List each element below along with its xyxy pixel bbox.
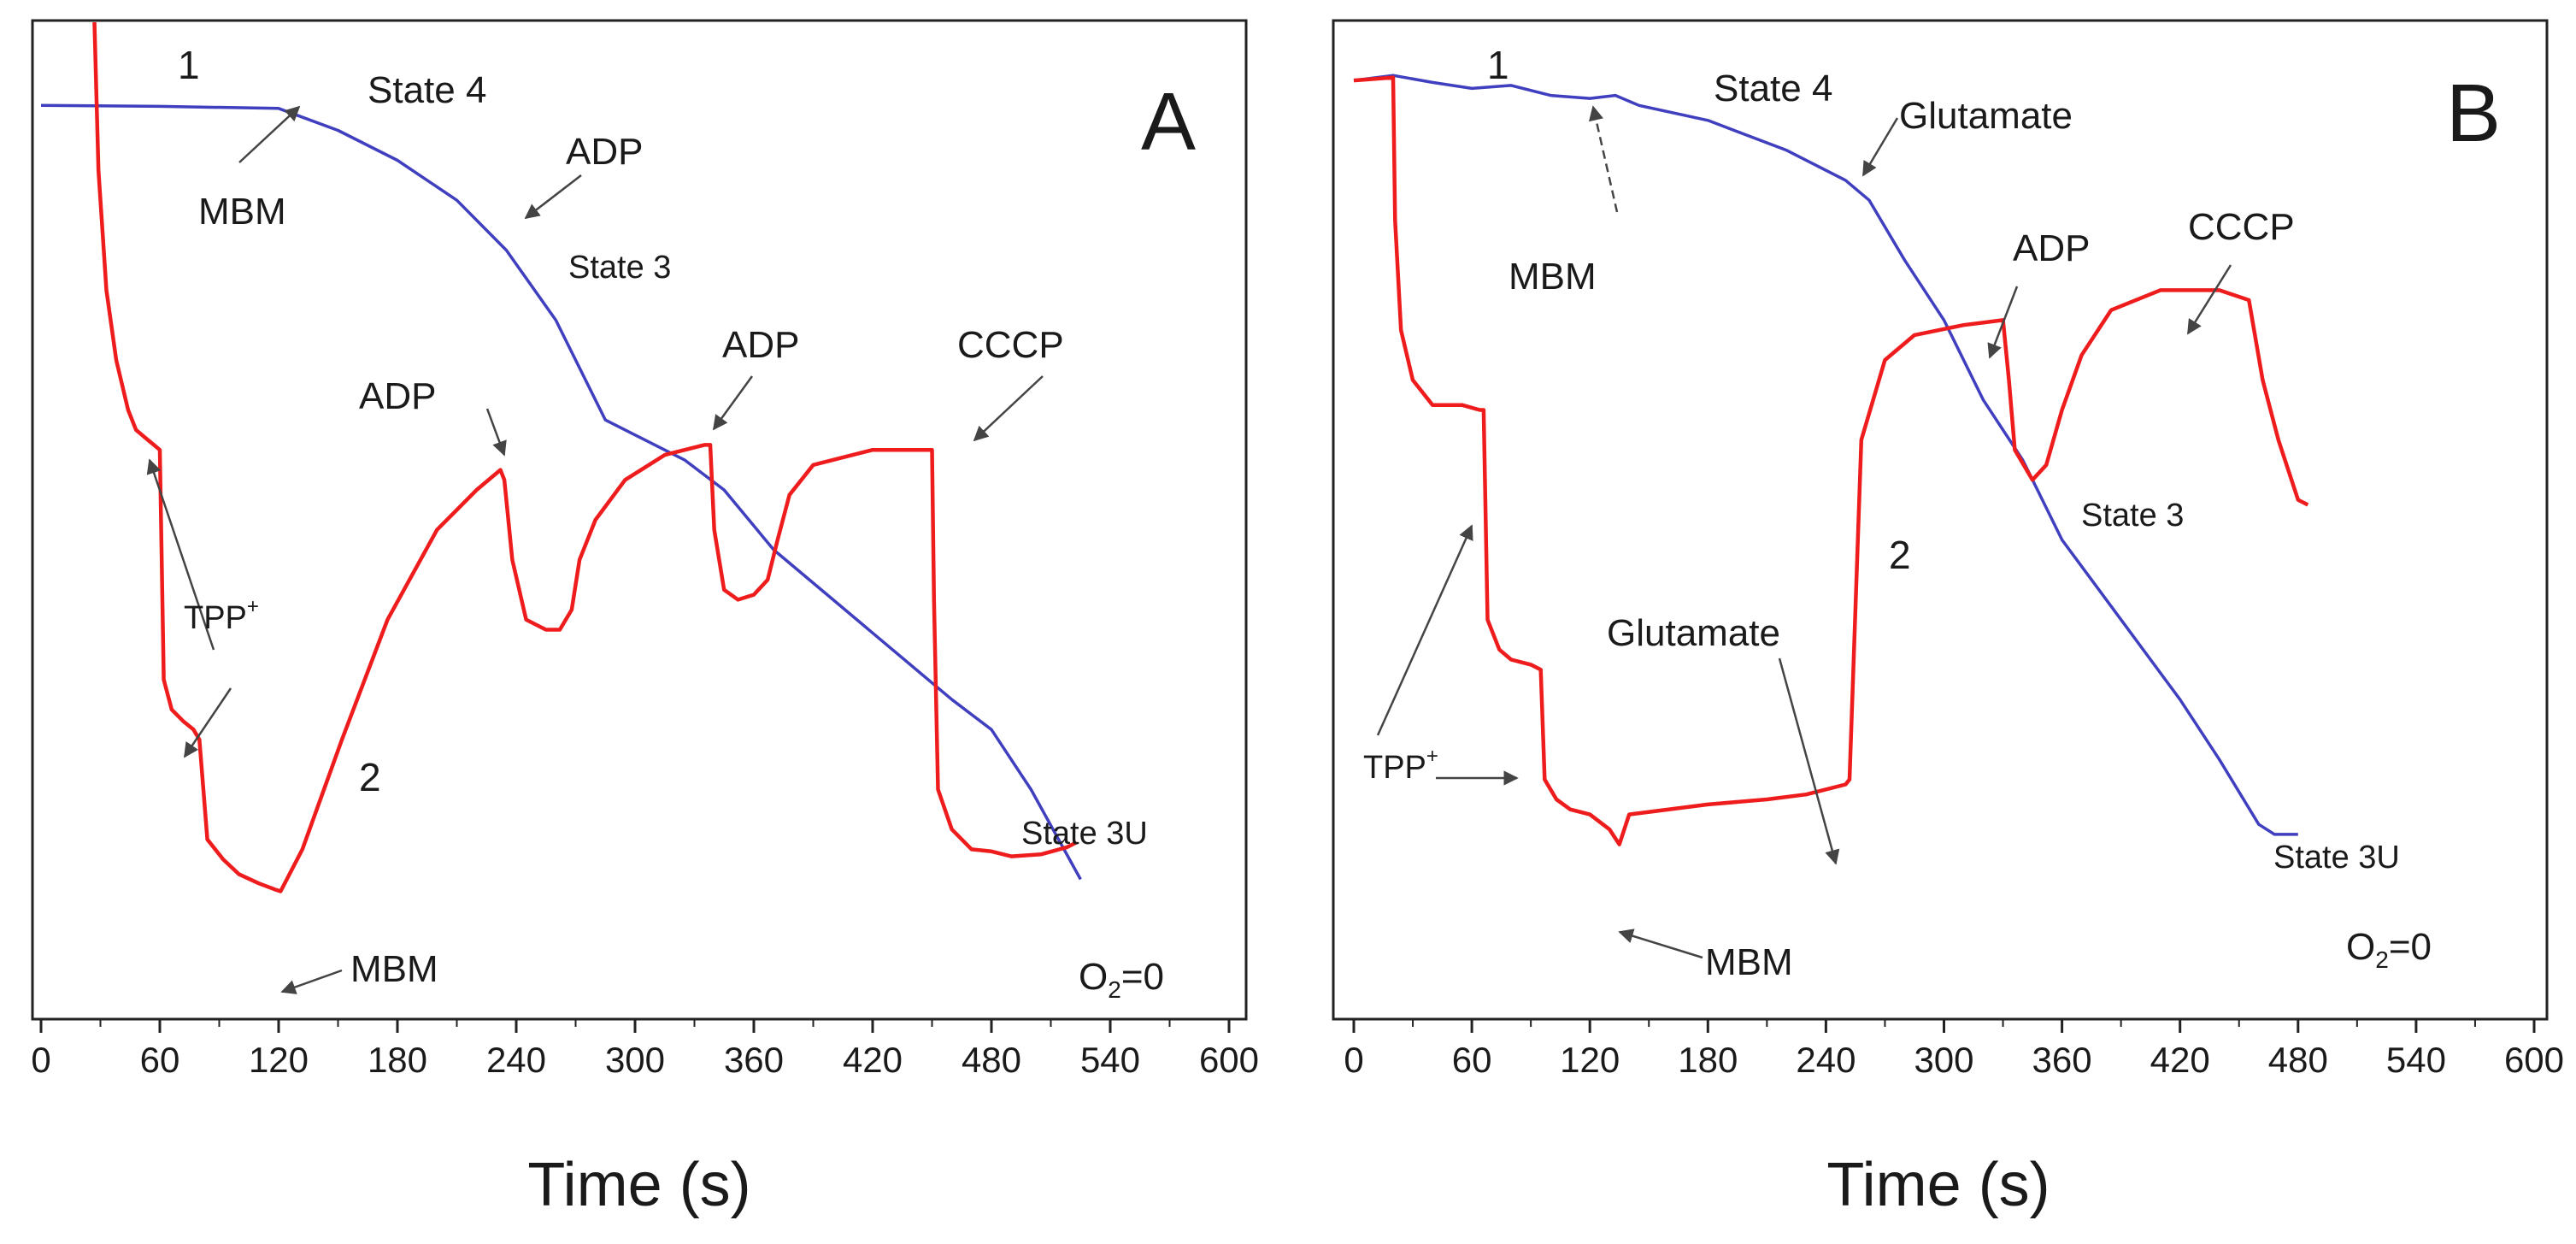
panel-a-x-tick-label-0: 0 [31,1040,50,1080]
panel-a: 0 60 120 180 240 300 360 420 480 540 600 1 State 4… [31,19,1259,1219]
panel-a-x-tick-label-360: 360 [724,1040,784,1080]
arrow-a-adp-2 [712,375,754,431]
arrow-a-mbm-o2 [238,105,301,163]
panel-a-series-2-line [92,21,1078,893]
arrow-a-adp-1 [485,408,507,457]
panel-b-x-tick-label-600: 600 [2504,1040,2564,1080]
panel-a-x-tick-label-180: 180 [368,1040,427,1080]
panel-a-trace1-label: 1 [178,43,200,87]
panel-b-x-tick-label-0: 0 [1344,1040,1363,1080]
panel-b-x-tick-label-240: 240 [1796,1040,1856,1080]
arrow-a-tpp-lower [183,687,232,758]
panel-a-cccp-label: CCCP [957,324,1064,366]
arrow-b-mbm-o2 [1588,105,1619,213]
panel-a-mbm-o2-label: MBM [198,191,286,233]
panel-a-adp-2-label: ADP [722,324,799,366]
panel-b-tpp-label: TPP+ [1363,745,1438,786]
panel-a-x-tick-label-540: 540 [1080,1040,1140,1080]
panel-a-o2-zero-o: O [1079,956,1108,998]
panel-a-x-tick-label-60: 60 [140,1040,180,1080]
arrow-a-mbm-tpp [280,969,343,994]
panel-a-x-tick-label-120: 120 [249,1040,309,1080]
panel-a-frame [31,19,1248,1021]
panel-b-frame [1332,19,2549,1021]
panel-b-x-tick-label-300: 300 [1914,1040,1973,1080]
panel-b-x-tick-label-540: 540 [2386,1040,2446,1080]
panel-b-glutamate-o2-label: Glutamate [1899,95,2073,137]
panel-b-tpp-superscript: + [1426,745,1438,768]
panel-a-mbm-tpp-label: MBM [350,948,438,990]
panel-b-o2-zero-subscript: 2 [2375,946,2389,973]
panel-b-x-tick-label-60: 60 [1452,1040,1492,1080]
panel-a-letter: A [1141,76,1196,168]
panel-a-x-tick-label-600: 600 [1199,1040,1259,1080]
arrow-a-cccp [973,375,1044,442]
panel-a-x-ticks: 0 60 120 180 240 300 360 420 480 540 600 [31,1019,1259,1080]
panel-b-tpp-text: TPP [1363,750,1426,786]
panel-a-o2-zero-label: O2=0 [1079,956,1164,1003]
arrow-b-glutamate-o2 [1861,117,1899,177]
panel-a-adp-o2-label: ADP [566,131,643,173]
panel-b: 0 60 120 180 240 300 360 420 480 540 600 1 State 4… [1332,19,2564,1219]
panel-b-o2-zero-equals: =0 [2389,926,2432,968]
panel-b-state3-label: State 3 [2081,498,2184,534]
arrow-b-glutamate-tpp [1778,657,1840,865]
panel-a-tpp-superscript: + [247,595,259,618]
arrow-b-tpp-upper [1376,524,1473,736]
panel-b-o2-zero-label: O2=0 [2346,926,2432,973]
panel-b-series-1-line [1353,74,2298,836]
panel-a-x-tick-label-480: 480 [962,1040,1021,1080]
panel-a-state4-label: State 4 [368,69,486,111]
panel-a-x-tick-label-300: 300 [605,1040,665,1080]
panel-b-x-tick-label-360: 360 [2032,1040,2092,1080]
panel-b-x-ticks: 0 60 120 180 240 300 360 420 480 540 600 [1344,1019,2564,1080]
panel-b-state3u-label: State 3U [2273,840,2400,876]
panel-b-cccp-label: CCCP [2188,206,2295,248]
panel-a-annotation-arrows [146,105,1044,994]
panel-a-o2-zero-subscript: 2 [1108,976,1121,1003]
panel-a-series-1-line [40,103,1082,881]
panel-b-state4-label: State 4 [1714,68,1832,109]
panel-b-x-axis-title: Time (s) [1826,1151,2050,1219]
panel-a-o2-zero-equals: =0 [1121,956,1164,998]
arrow-b-mbm-tpp [1618,929,1703,959]
panel-b-x-tick-label-480: 480 [2268,1040,2328,1080]
arrow-b-cccp [2186,264,2232,335]
arrow-b-adp [1987,286,2019,359]
panel-a-x-tick-label-240: 240 [486,1040,546,1080]
panel-b-x-tick-label-420: 420 [2150,1040,2210,1080]
panel-b-trace2-label: 2 [1889,533,1911,577]
panel-b-x-tick-label-180: 180 [1678,1040,1738,1080]
panel-b-o2-zero-o: O [2346,926,2375,968]
panel-a-x-axis-title: Time (s) [527,1151,750,1219]
panel-a-x-tick-label-420: 420 [843,1040,903,1080]
panel-a-trace2-label: 2 [359,755,381,799]
panel-b-letter: B [2446,68,2501,159]
panel-b-x-tick-label-120: 120 [1560,1040,1620,1080]
panel-b-adp-label: ADP [2013,227,2090,269]
panel-a-adp-1-label: ADP [359,375,436,417]
panel-b-series-2-line [1353,75,2309,846]
panel-b-mbm-tpp-label: MBM [1705,941,1793,983]
panel-a-tpp-label: TPP+ [184,595,259,636]
panel-a-state3u-label: State 3U [1021,816,1148,852]
arrow-a-adp-o2 [524,174,582,220]
panel-b-trace1-label: 1 [1487,43,1509,87]
panel-a-state3-label: State 3 [568,250,671,286]
panel-b-glutamate-tpp-label: Glutamate [1607,612,1780,654]
arrow-a-tpp-upper [146,458,215,651]
panel-b-annotation-arrows [1376,105,2232,959]
panel-b-mbm-o2-label: MBM [1509,256,1597,298]
panel-a-tpp-text: TPP [184,600,247,636]
